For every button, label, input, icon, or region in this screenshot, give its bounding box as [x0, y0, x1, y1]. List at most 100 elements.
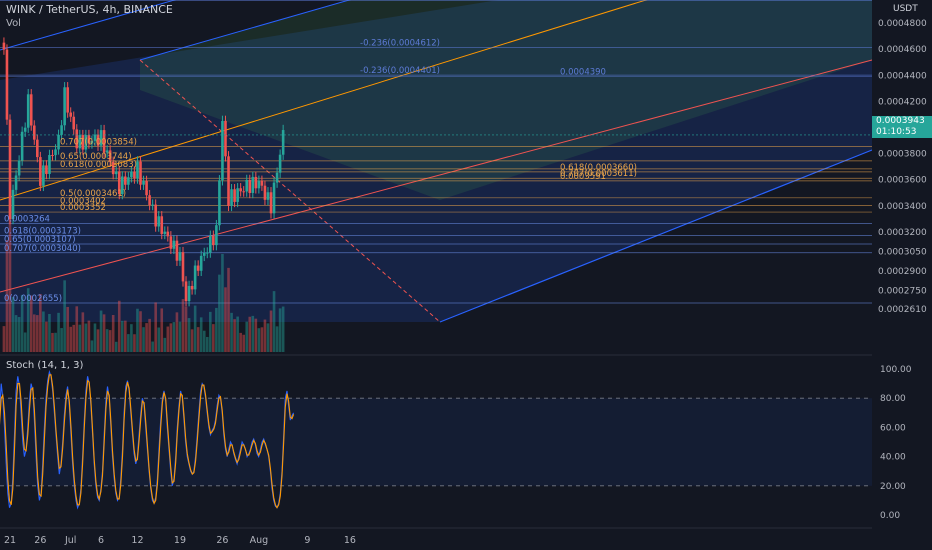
candle-body[interactable]: [11, 189, 15, 220]
candle-body[interactable]: [48, 154, 51, 174]
candle-body[interactable]: [105, 150, 109, 153]
candle-body[interactable]: [75, 129, 79, 149]
candle-body[interactable]: [39, 157, 42, 186]
candle-body[interactable]: [69, 112, 72, 117]
candle-body[interactable]: [111, 161, 115, 175]
candle-body[interactable]: [215, 225, 218, 246]
candle-body[interactable]: [8, 119, 12, 220]
candle-body[interactable]: [54, 149, 57, 156]
candle-body[interactable]: [142, 180, 145, 185]
candle-body[interactable]: [278, 154, 282, 173]
candle-body[interactable]: [281, 130, 285, 155]
candle-body[interactable]: [190, 285, 194, 290]
candle-body[interactable]: [120, 176, 124, 195]
candle-body[interactable]: [108, 150, 112, 162]
candle-body[interactable]: [221, 120, 224, 181]
candle-body[interactable]: [148, 195, 151, 206]
stoch-axis[interactable]: 100.00 80.00 60.00 40.00 20.00 0.00: [872, 356, 932, 528]
candle-body[interactable]: [72, 116, 76, 130]
candle-body[interactable]: [257, 180, 261, 189]
candle-body[interactable]: [266, 192, 270, 200]
candle-body[interactable]: [275, 172, 279, 183]
candle-body[interactable]: [157, 216, 161, 227]
candle-body[interactable]: [224, 120, 227, 157]
candle-body[interactable]: [236, 188, 239, 202]
candle-body[interactable]: [14, 175, 18, 190]
candle-body[interactable]: [57, 134, 60, 150]
candle-body[interactable]: [51, 154, 54, 156]
candle-body[interactable]: [169, 236, 173, 249]
candle-body[interactable]: [36, 139, 39, 158]
candle-body[interactable]: [230, 189, 233, 206]
candle-body[interactable]: [248, 179, 252, 193]
stoch-pane[interactable]: [0, 369, 872, 510]
candle-body[interactable]: [32, 125, 36, 140]
candle-body[interactable]: [23, 127, 27, 132]
candle-body[interactable]: [175, 240, 179, 261]
candle-body[interactable]: [20, 131, 24, 161]
price-candles[interactable]: [0, 37, 872, 307]
candle-body[interactable]: [187, 285, 191, 302]
candle-body[interactable]: [163, 231, 167, 234]
candle-body[interactable]: [209, 235, 212, 253]
candle-body[interactable]: [254, 176, 258, 189]
candle-body[interactable]: [239, 188, 242, 192]
candle-body[interactable]: [136, 161, 139, 179]
candle-body[interactable]: [133, 171, 136, 179]
candle-body[interactable]: [145, 180, 148, 196]
candle-body[interactable]: [42, 165, 45, 186]
candle-body[interactable]: [269, 192, 273, 214]
fib-label-5: 0.5(0.0003461): [60, 189, 126, 199]
candle-body[interactable]: [154, 204, 157, 227]
candle-body[interactable]: [60, 125, 63, 135]
candle-body[interactable]: [245, 179, 249, 192]
time-axis[interactable]: 21 26 Jul 6 12 19 26 Aug 9 16: [0, 527, 872, 546]
price-axis[interactable]: 0.0004800 0.0004600 0.0004400 0.0004200 0.00…: [872, 0, 932, 355]
candle-body[interactable]: [166, 231, 170, 237]
candle-body[interactable]: [26, 94, 30, 128]
candle-body[interactable]: [172, 240, 176, 249]
candle-body[interactable]: [130, 171, 133, 178]
candle-body[interactable]: [99, 130, 103, 146]
candle-body[interactable]: [29, 94, 33, 126]
candle-body[interactable]: [81, 135, 85, 150]
candle-body[interactable]: [160, 216, 164, 234]
candle-body[interactable]: [212, 235, 215, 246]
candle-body[interactable]: [96, 134, 100, 146]
candle-body[interactable]: [93, 134, 97, 141]
candle-body[interactable]: [227, 156, 230, 206]
candle-body[interactable]: [124, 176, 127, 185]
candle-body[interactable]: [84, 135, 88, 150]
candle-body[interactable]: [218, 180, 221, 226]
candle-body[interactable]: [151, 204, 154, 206]
candle-body[interactable]: [5, 49, 9, 120]
candle-body[interactable]: [78, 135, 82, 149]
candle-body[interactable]: [251, 176, 255, 193]
candle-body[interactable]: [2, 42, 6, 50]
candle-body[interactable]: [181, 252, 185, 282]
candle-body[interactable]: [233, 189, 236, 202]
candle-body[interactable]: [66, 87, 69, 113]
candle-body[interactable]: [102, 130, 106, 153]
candle-body[interactable]: [63, 87, 66, 126]
candle-body[interactable]: [178, 252, 182, 261]
candle-body[interactable]: [45, 165, 48, 174]
candle-body[interactable]: [199, 255, 203, 271]
candle-body[interactable]: [196, 265, 200, 271]
candle-body[interactable]: [242, 191, 245, 193]
candle-body[interactable]: [260, 180, 264, 186]
candle-body[interactable]: [87, 135, 91, 144]
candle-body[interactable]: [17, 160, 21, 176]
candle-body[interactable]: [263, 185, 267, 200]
candle-body[interactable]: [184, 281, 188, 302]
candle-body[interactable]: [272, 182, 276, 214]
candle-body[interactable]: [117, 171, 121, 195]
candle-body[interactable]: [90, 140, 94, 144]
candle-body[interactable]: [114, 171, 118, 175]
candle-body[interactable]: [193, 265, 197, 290]
candle-body[interactable]: [127, 177, 130, 185]
candle-body[interactable]: [139, 161, 142, 185]
candle-body[interactable]: [205, 252, 209, 254]
candle-body[interactable]: [202, 252, 206, 256]
